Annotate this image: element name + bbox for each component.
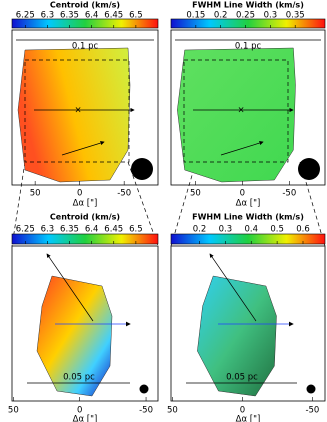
colorbar-tick-label: 6.35 [60,225,79,235]
x-axis-label: Δα ["] [73,199,98,209]
colorbar-tick-label: 0.35 [286,11,305,21]
x-tick-label: 0 [240,406,245,416]
map-image [17,47,131,183]
map-image [177,47,296,183]
x-tick-label: -50 [117,189,131,199]
colorbar-tick-label: 6.45 [104,225,123,235]
x-tick-label: -50 [282,189,296,199]
colorbar-tick-label: 6.4 [85,225,99,235]
colorbar-tick-label: 0.6 [296,225,310,235]
x-tick-label: 50 [190,189,201,199]
scale-label: 0.05 pc [226,373,258,383]
colorbar-tick-label: 6.25 [16,11,35,21]
colorbar [170,18,326,29]
x-axis-label: Δα ["] [236,415,261,422]
outflow-arrow [220,141,264,156]
frame [170,245,326,402]
colorbar-tick-label: 0.25 [236,11,255,21]
center-mark: × [74,106,81,116]
x-tick-label: 0 [240,189,245,199]
x-tick-label: 50 [167,406,178,416]
colorbar-tick-label: 0.3 [264,11,278,21]
colorbar [170,233,326,245]
x-axis-label: Δα ["] [73,415,98,422]
x-tick-label: 0 [77,406,82,416]
panel-title: Centroid (km/s) [50,213,120,222]
x-axis-label: Δα ["] [236,199,261,209]
center-mark: × [237,106,244,116]
panel-title: Centroid (km/s) [50,1,120,10]
colorbar-tick-label: 6.3 [41,225,55,235]
colorbar-tick-label: 6.45 [104,11,123,21]
zoom-box [183,59,289,163]
frame [11,245,159,402]
beam [139,384,149,394]
colorbar-tick-label: 6.5 [129,11,143,21]
colorbar-tick-label: 6.5 [129,225,143,235]
colorbar-tick-label: 0.5 [270,225,284,235]
scale-label: 0.1 pc [72,42,99,52]
colorbar-tick-label: 0.15 [186,11,205,21]
beam [298,158,320,180]
colorbar-tick-label: 6.3 [41,11,55,21]
map-image [197,275,277,397]
panel-title: FWHM Line Width (km/s) [192,213,304,222]
decor [11,161,326,247]
x-tick-label: 0 [77,189,82,199]
colorbar [11,18,159,29]
outflow-arrow [209,253,257,322]
colorbar-tick-label: 6.4 [85,11,99,21]
panel-title: FWHM Line Width (km/s) [192,1,304,10]
x-tick-label: 50 [30,189,41,199]
colorbar [11,233,159,245]
frame [170,29,326,186]
beam [131,158,153,180]
zoom-box [24,59,130,163]
x-tick-label: -50 [139,406,153,416]
x-tick-label: 50 [8,406,19,416]
scale-label: 0.05 pc [63,373,95,383]
colorbar-tick-label: 6.25 [16,225,35,235]
beam [306,384,316,394]
colorbar-tick-label: 0.4 [244,225,258,235]
colorbar-tick-label: 0.2 [193,225,207,235]
colorbar-tick-label: 0.2 [214,11,228,21]
frame [11,29,159,186]
scale-label: 0.1 pc [235,42,262,52]
outflow-arrow [46,253,94,322]
outflow-arrow [61,141,105,156]
x-tick-label: -50 [305,406,319,416]
colorbar-tick-label: 0.3 [219,225,233,235]
map-image [36,275,113,397]
colorbar-tick-label: 6.35 [60,11,79,21]
